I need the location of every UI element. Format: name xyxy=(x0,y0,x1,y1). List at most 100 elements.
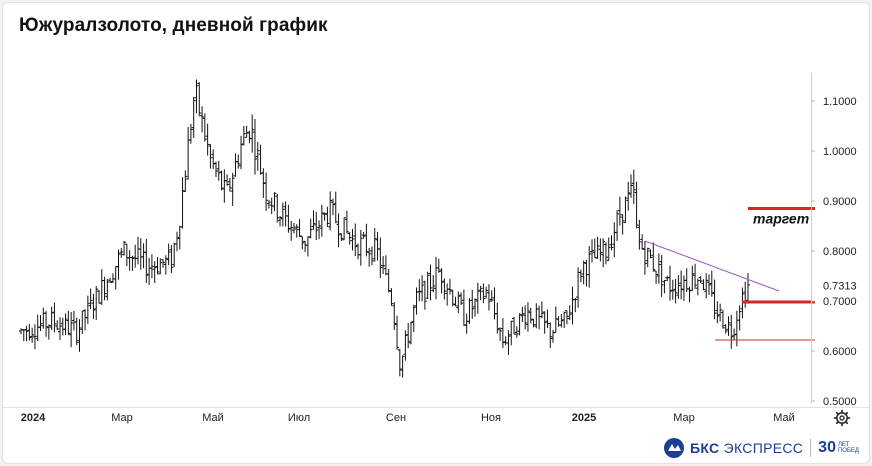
candle-bar xyxy=(467,298,472,325)
candle-bar xyxy=(169,245,174,273)
candle-bar xyxy=(369,246,374,266)
candle-bar xyxy=(375,231,380,261)
candle-bar xyxy=(180,177,185,229)
candle-bar xyxy=(294,224,299,238)
candle-bar xyxy=(211,149,216,169)
candle-bar xyxy=(41,307,46,329)
candle-bar xyxy=(135,236,140,265)
candle-bar xyxy=(96,290,101,304)
candle-bar xyxy=(152,261,157,283)
candle-bar xyxy=(539,301,544,319)
brand-years-sub-1: ЛЕТ xyxy=(837,442,850,448)
candle-bar xyxy=(581,260,586,285)
candle-bar xyxy=(570,286,575,325)
x-tick-label: 2025 xyxy=(572,412,596,424)
candle-bar xyxy=(133,244,138,268)
candle-bar xyxy=(606,237,611,261)
candle-bar xyxy=(693,263,698,289)
candle-bar xyxy=(723,324,728,334)
candle-bar xyxy=(91,293,96,320)
candle-bar xyxy=(336,213,341,248)
candle-bar xyxy=(729,314,734,349)
x-tick-label: Июл xyxy=(288,412,310,424)
candle-bar xyxy=(659,254,664,297)
candle-bar xyxy=(746,272,750,304)
y-tick-label: 0.5000 xyxy=(823,396,857,408)
candle-bar xyxy=(542,311,547,334)
candle-bar xyxy=(400,355,405,378)
x-tick-label: Сен xyxy=(386,412,406,424)
bks-logo-icon xyxy=(664,438,684,458)
gear-icon[interactable] xyxy=(833,409,851,427)
candle-bar xyxy=(200,106,205,133)
candle-bar xyxy=(266,200,271,209)
candle-bar xyxy=(486,284,491,311)
candle-bar xyxy=(520,306,525,323)
candle-bar xyxy=(601,238,606,268)
chart-title: Южуралзолото, дневной график xyxy=(19,15,328,36)
candle-bar xyxy=(342,217,347,241)
candle-bar xyxy=(450,289,455,307)
candle-bar xyxy=(707,274,712,295)
candle-bar xyxy=(275,194,280,223)
brand-years: 30 xyxy=(818,439,836,456)
candle-bar xyxy=(138,238,143,270)
candle-bar xyxy=(715,301,720,324)
candle-bar xyxy=(637,219,642,250)
candle-bar xyxy=(300,236,305,250)
candle-bar xyxy=(57,317,62,341)
candle-bar xyxy=(272,192,277,212)
candle-bar xyxy=(712,279,717,320)
candle-bar xyxy=(88,288,93,310)
candle-bar xyxy=(473,298,478,317)
candle-bar xyxy=(194,79,199,114)
candle-bar xyxy=(478,285,483,301)
candle-bar xyxy=(737,305,742,331)
candle-bar xyxy=(46,324,51,340)
candle-bar xyxy=(442,278,447,300)
candle-bar xyxy=(567,305,572,321)
candle-bar xyxy=(528,307,533,324)
candle-bar xyxy=(709,270,714,297)
candle-bar xyxy=(55,320,60,331)
candle-bar xyxy=(681,275,686,301)
brand-name-bold: БКС xyxy=(690,440,720,456)
candle-bar xyxy=(670,279,675,300)
candle-bar xyxy=(222,169,227,203)
candle-bar xyxy=(523,305,528,330)
candle-bar xyxy=(205,123,210,156)
axis-layer: 1.1000 1.0000 0.9000 0.8000 0.7000 0.6000 0.50… xyxy=(3,73,869,424)
candle-bar xyxy=(690,265,695,292)
candle-bar xyxy=(278,216,283,227)
candle-bar xyxy=(202,113,207,142)
candle-bar xyxy=(319,204,324,237)
candle-bar xyxy=(525,302,530,332)
brand-years-sub-2: ПОБЕД xyxy=(837,448,859,454)
candle-bar xyxy=(105,278,110,301)
candle-bar xyxy=(656,253,661,284)
candle-bar xyxy=(155,257,160,275)
candle-bar xyxy=(673,278,678,304)
candle-bar xyxy=(603,242,608,265)
candle-bar xyxy=(743,281,748,308)
candle-bar xyxy=(236,154,241,169)
candle-bar xyxy=(71,310,76,331)
candle-bar xyxy=(147,257,152,286)
candle-bar xyxy=(417,279,422,302)
candle-bar xyxy=(149,254,154,279)
candle-bar xyxy=(122,240,127,256)
candle-bar xyxy=(397,348,402,377)
candle-bar xyxy=(537,305,542,330)
x-tick-label: 2024 xyxy=(21,412,46,424)
candle-bar xyxy=(651,242,656,272)
candle-bar xyxy=(403,330,408,361)
candle-bar xyxy=(191,96,196,138)
candle-bar xyxy=(197,82,202,117)
candle-bar xyxy=(481,283,486,304)
candle-bar xyxy=(620,214,625,235)
candle-bar xyxy=(383,255,388,276)
candle-bar xyxy=(642,240,647,275)
x-tick-label: Май xyxy=(773,412,795,424)
candle-bar xyxy=(475,282,480,314)
candle-bar xyxy=(668,265,673,301)
